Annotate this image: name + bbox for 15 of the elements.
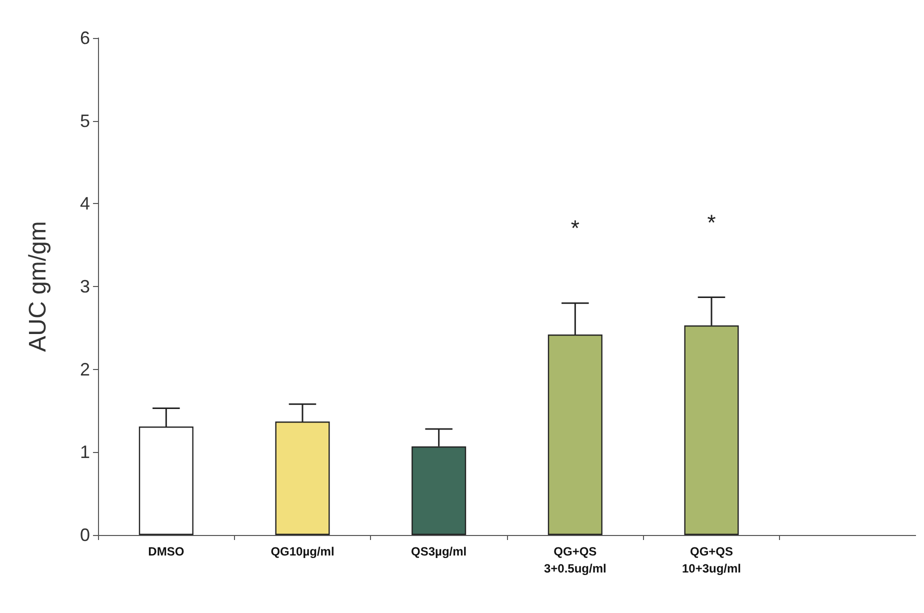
y-tick-label: 2 (80, 359, 90, 380)
x-tick-label: QS3µg/ml (411, 544, 467, 558)
y-tick-label: 4 (80, 194, 90, 214)
y-tick-label: 0 (80, 525, 90, 545)
x-tick-label: QG+QS 10+3ug/ml (682, 544, 742, 576)
x-tick-label: QG+QS 3+0.5ug/ml (544, 544, 606, 576)
y-axis-title: AUC gm/gm (24, 221, 52, 352)
y-tick-label: 1 (80, 442, 90, 462)
y-tick-label: 6 (80, 28, 90, 48)
x-tick-label: QG10µg/ml (270, 544, 334, 558)
x-tick-label: DMSO (148, 544, 184, 558)
y-tick-label: 3 (80, 276, 90, 296)
y-tick-label: 5 (80, 110, 90, 131)
annotation: * (570, 216, 580, 241)
annotation: * (707, 210, 716, 235)
